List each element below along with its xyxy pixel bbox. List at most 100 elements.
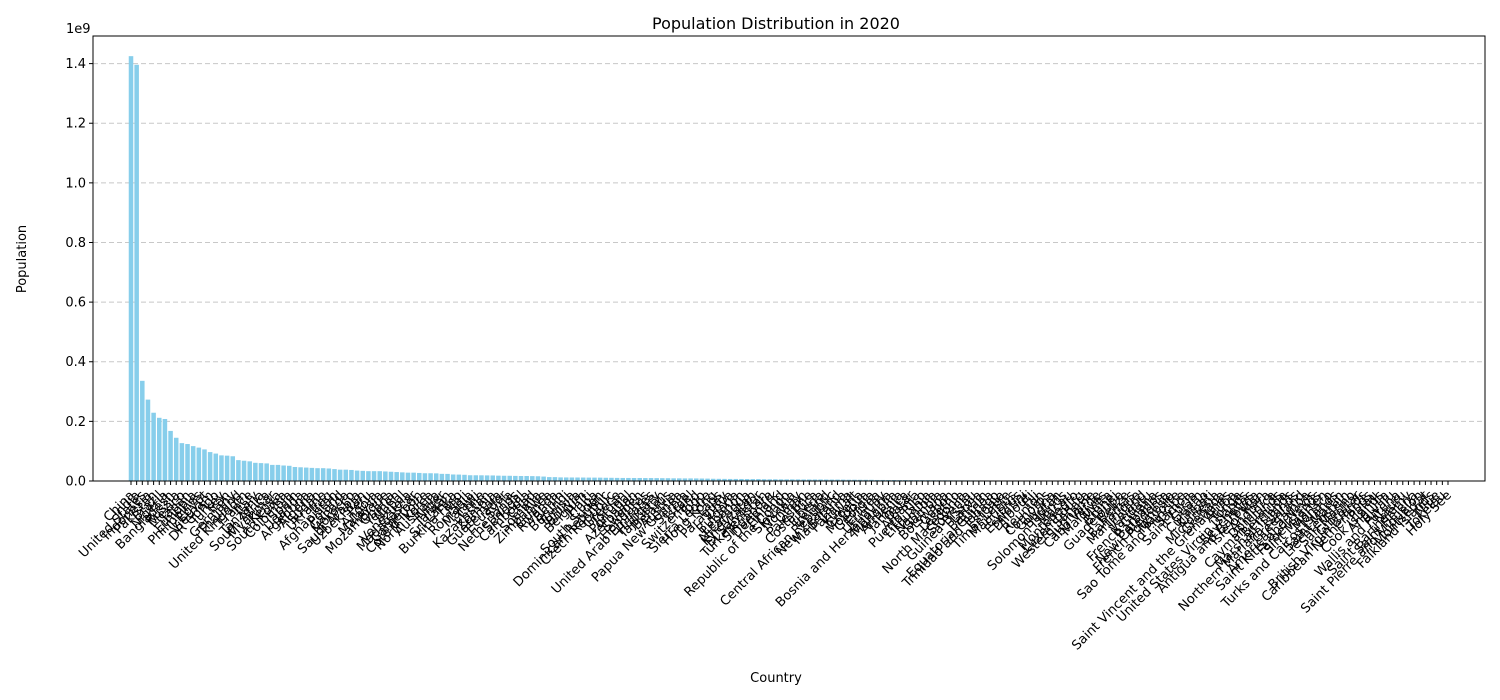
bar — [320, 468, 326, 481]
bar — [716, 478, 722, 481]
bar — [462, 474, 467, 481]
bar — [852, 479, 857, 481]
bar — [733, 478, 739, 481]
bar — [643, 478, 648, 481]
bar — [349, 469, 354, 481]
bar — [433, 473, 439, 481]
bar — [727, 478, 733, 481]
bar — [541, 476, 546, 481]
bar — [620, 477, 626, 481]
bar — [660, 478, 665, 481]
bar — [490, 475, 496, 481]
bar — [456, 474, 462, 481]
bar — [603, 477, 609, 481]
bar — [484, 475, 490, 481]
bar — [128, 56, 134, 482]
bar — [795, 479, 801, 481]
bar — [428, 473, 433, 481]
bar — [547, 477, 552, 481]
bar — [202, 449, 207, 481]
y-axis-title: Population — [15, 225, 30, 293]
bar — [196, 447, 202, 481]
bar — [829, 479, 835, 481]
bar — [377, 471, 382, 481]
bar — [880, 479, 886, 481]
bar — [750, 479, 756, 481]
bar — [400, 472, 405, 481]
bar — [173, 437, 179, 481]
bar — [230, 456, 236, 481]
bar — [637, 477, 642, 481]
y-tick-label: 1.4 — [65, 57, 86, 72]
bar — [535, 476, 541, 481]
y-tick-label: 0.0 — [65, 475, 86, 490]
bar — [767, 479, 772, 481]
bar — [840, 479, 846, 481]
bar — [162, 418, 168, 481]
bar — [597, 477, 603, 481]
bar — [631, 477, 637, 481]
bar — [157, 417, 162, 481]
chart-title: Population Distribution in 2020 — [652, 14, 900, 33]
bar — [863, 479, 869, 481]
bar — [287, 465, 292, 481]
bar-layer — [128, 56, 1451, 482]
bar — [739, 478, 744, 481]
bar — [479, 475, 484, 481]
grid-layer — [93, 63, 1485, 482]
bar — [524, 476, 529, 481]
bar — [405, 472, 411, 481]
bar — [682, 478, 688, 481]
bar — [671, 478, 676, 481]
bar — [270, 464, 275, 481]
bar — [699, 478, 705, 481]
bar — [224, 455, 230, 481]
bar — [140, 380, 145, 481]
bar — [275, 464, 281, 481]
bar — [326, 468, 332, 481]
bar — [417, 472, 422, 481]
bar — [207, 452, 213, 481]
bar — [648, 478, 654, 481]
bar — [213, 453, 219, 481]
bar — [241, 460, 247, 481]
bar — [292, 466, 298, 481]
bar — [388, 471, 394, 481]
bar — [360, 470, 366, 481]
y-tick-label: 1.0 — [65, 176, 86, 191]
bar — [303, 467, 309, 481]
x-axis-title: Country — [750, 671, 802, 686]
bar — [134, 64, 139, 481]
bar — [332, 469, 337, 481]
bar — [315, 468, 320, 481]
y-tick-label: 0.6 — [65, 296, 86, 311]
y-tick-label: 1.2 — [65, 117, 86, 132]
bar — [677, 478, 682, 481]
y-axis-ticks: 0.0 0.2 0.4 0.6 0.8 1.0 1.2 1.4 — [65, 57, 93, 490]
bar — [801, 479, 806, 481]
bar — [343, 469, 349, 481]
bar — [219, 455, 224, 481]
bar — [807, 479, 812, 481]
bar — [530, 476, 535, 481]
bar — [665, 478, 671, 481]
bar — [693, 478, 699, 481]
bar — [654, 478, 659, 481]
bar — [688, 478, 693, 481]
bar — [812, 479, 818, 481]
bar — [756, 479, 761, 481]
bar — [575, 477, 580, 481]
bar — [145, 399, 151, 481]
bar — [823, 479, 829, 481]
bar — [835, 479, 840, 481]
bar — [168, 430, 173, 481]
bar — [846, 479, 852, 481]
bar — [422, 473, 428, 481]
bar — [744, 479, 750, 481]
y-tick-label: 0.2 — [65, 415, 86, 430]
y-tick-label: 0.4 — [65, 355, 86, 370]
bar — [580, 477, 586, 481]
